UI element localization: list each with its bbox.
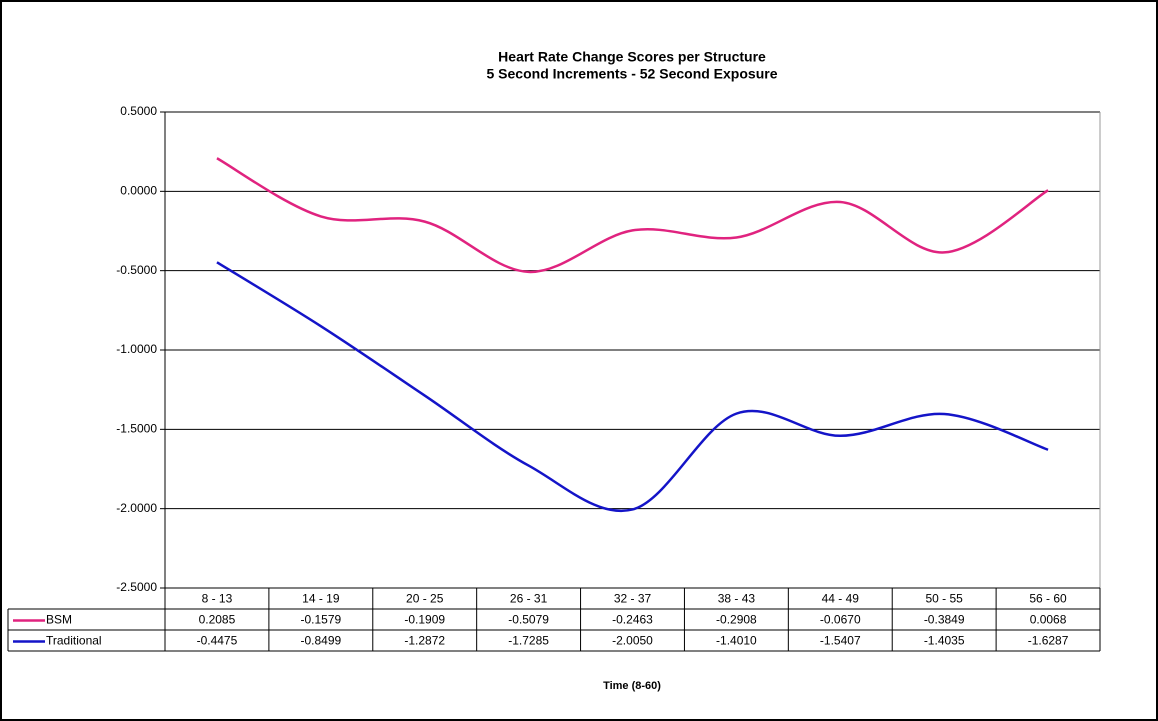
y-tick-label: -0.5000 [116, 263, 157, 277]
y-tick-label: 0.5000 [120, 104, 157, 118]
x-tick-label: 56 - 60 [1029, 592, 1067, 606]
table-value: -1.5407 [820, 634, 861, 648]
x-axis-title: Time (8-60) [603, 680, 661, 692]
x-tick-label: 44 - 49 [822, 592, 860, 606]
table-value: -0.4475 [197, 634, 238, 648]
table-value: -0.0670 [820, 613, 861, 627]
y-tick-label: -1.5000 [116, 422, 157, 436]
table-value: -0.2908 [716, 613, 757, 627]
table-value: -1.4010 [716, 634, 757, 648]
x-tick-label: 26 - 31 [510, 592, 548, 606]
y-tick-label: -2.5000 [116, 580, 157, 594]
chart-subtitle: 5 Second Increments - 52 Second Exposure [487, 66, 778, 82]
table-value: -0.1909 [404, 613, 445, 627]
x-tick-label: 14 - 19 [302, 592, 340, 606]
x-tick-label: 20 - 25 [406, 592, 444, 606]
table-value: -1.4035 [924, 634, 965, 648]
table-value: 0.0068 [1030, 613, 1067, 627]
table-value: -0.2463 [612, 613, 653, 627]
series-line [216, 157, 1049, 274]
table-value: 0.2085 [199, 613, 236, 627]
y-tick-label: -1.0000 [116, 342, 157, 356]
table-value: -1.6287 [1028, 634, 1069, 648]
x-tick-label: 32 - 37 [614, 592, 652, 606]
legend-label: BSM [46, 613, 72, 627]
table-value: -2.0050 [612, 634, 653, 648]
table-value: -0.3849 [924, 613, 965, 627]
table-value: -0.1579 [300, 613, 341, 627]
table-value: -1.2872 [404, 634, 445, 648]
x-tick-label: 50 - 55 [925, 592, 963, 606]
chart-title: Heart Rate Change Scores per Structure [498, 49, 766, 65]
series-line [216, 261, 1049, 513]
x-tick-label: 8 - 13 [202, 592, 233, 606]
x-tick-label: 38 - 43 [718, 592, 756, 606]
y-tick-label: 0.0000 [120, 184, 157, 198]
table-value: -0.5079 [508, 613, 549, 627]
legend-label: Traditional [46, 634, 102, 648]
y-tick-label: -2.0000 [116, 501, 157, 515]
table-value: -1.7285 [508, 634, 549, 648]
table-value: -0.8499 [300, 634, 341, 648]
